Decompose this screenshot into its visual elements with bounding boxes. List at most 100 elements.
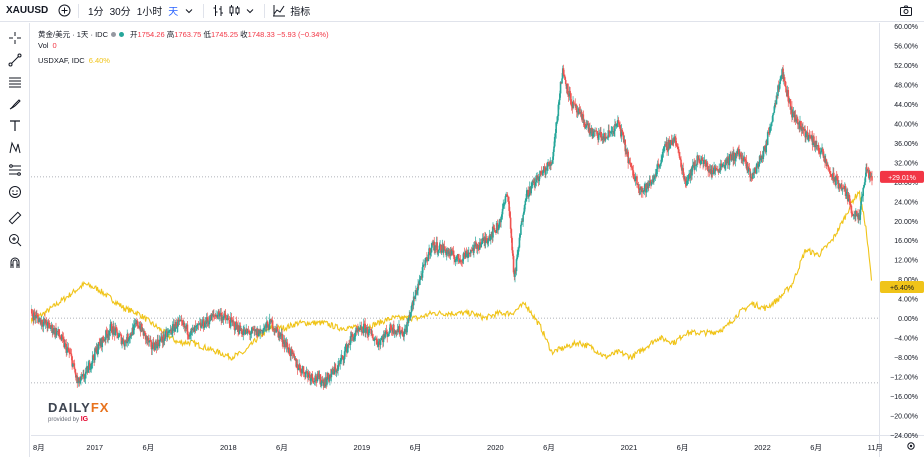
main-series-legend[interactable]: 黄金/美元 · 1天 · IDC 开1754.26 高1763.75 低1745… bbox=[38, 29, 329, 40]
candle-body bbox=[237, 324, 239, 332]
drawing-toolbar bbox=[0, 23, 30, 457]
text-icon[interactable] bbox=[0, 115, 30, 137]
camera-icon[interactable] bbox=[898, 3, 914, 19]
candle-body bbox=[80, 376, 83, 377]
candle-body bbox=[105, 330, 107, 340]
candle-body bbox=[75, 372, 77, 378]
candle-body bbox=[528, 195, 530, 197]
interval-30min-button[interactable]: 30分 bbox=[109, 7, 131, 18]
candle-body bbox=[291, 350, 294, 355]
candle-body bbox=[276, 327, 278, 329]
interval-1hour-button[interactable]: 1小时 bbox=[136, 7, 163, 18]
candle-body bbox=[737, 149, 740, 151]
candle-body bbox=[481, 239, 483, 245]
x-tick-label: 6月 bbox=[410, 443, 422, 452]
candle-body bbox=[309, 375, 311, 381]
indicators-button[interactable]: 指标 bbox=[290, 7, 311, 18]
candle-body bbox=[102, 337, 104, 341]
horizontal-lines-icon[interactable] bbox=[0, 71, 30, 93]
candle-body bbox=[366, 327, 369, 335]
candle-body bbox=[714, 167, 717, 172]
compare-series-legend[interactable]: USDXAF, IDC 6.40% bbox=[38, 55, 329, 66]
candle-body bbox=[512, 250, 514, 256]
chevron-down-icon[interactable] bbox=[242, 3, 258, 19]
dailyfx-watermark: DAILYFX provided by IG bbox=[48, 400, 109, 423]
candle-body bbox=[736, 149, 739, 155]
candle-body bbox=[582, 114, 585, 123]
candle-body bbox=[276, 328, 279, 332]
price-chart[interactable]: 60.00% 56.00% 52.00% 48.00% 44.00% 40.00% 36.0… bbox=[31, 23, 924, 457]
interval-day-button[interactable]: 天 bbox=[168, 7, 179, 18]
candle-body bbox=[624, 139, 627, 152]
candle-body bbox=[319, 374, 322, 385]
candle-body bbox=[860, 196, 863, 202]
candle-body bbox=[567, 83, 569, 95]
candle-body bbox=[436, 242, 438, 253]
candle-body bbox=[820, 151, 823, 153]
candle-body bbox=[150, 341, 153, 350]
gear-center bbox=[909, 444, 913, 448]
candle-body bbox=[327, 372, 330, 378]
y-tick-label: 0.00% bbox=[898, 316, 918, 323]
candle-body bbox=[525, 198, 527, 201]
candle-body bbox=[539, 171, 541, 177]
candle-body bbox=[157, 339, 159, 345]
candle-body bbox=[333, 366, 336, 375]
candle-body bbox=[417, 283, 419, 291]
candle-body bbox=[218, 314, 221, 317]
candle-body bbox=[141, 323, 143, 331]
candle-body bbox=[864, 176, 867, 183]
candle-body bbox=[188, 335, 191, 337]
candle-body bbox=[58, 329, 60, 335]
measure-lines-icon[interactable] bbox=[0, 159, 30, 181]
candle-body bbox=[550, 162, 552, 165]
candle-body bbox=[596, 131, 599, 137]
candle-body bbox=[418, 280, 421, 285]
candle-body bbox=[326, 379, 328, 385]
candle-body bbox=[263, 328, 265, 330]
candle-body bbox=[387, 333, 390, 335]
y-tick-label: −20.00% bbox=[890, 414, 918, 421]
candle-body bbox=[90, 363, 93, 369]
candle-body bbox=[780, 76, 782, 79]
candle-body bbox=[313, 381, 316, 382]
interval-1min-button[interactable]: 1分 bbox=[88, 7, 104, 18]
candle-body bbox=[45, 320, 48, 326]
symbol-label[interactable]: XAUUSD bbox=[6, 5, 49, 16]
candle-body bbox=[851, 213, 853, 215]
settings-gear-icon[interactable] bbox=[907, 442, 915, 450]
candle-body bbox=[512, 255, 515, 273]
zoom-in-icon[interactable] bbox=[0, 229, 30, 251]
candle-body bbox=[64, 343, 67, 344]
y-tick-label: 20.00% bbox=[894, 219, 918, 226]
volume-legend[interactable]: Vol 0 bbox=[38, 40, 329, 51]
add-symbol-icon[interactable] bbox=[56, 3, 72, 19]
pattern-icon[interactable] bbox=[0, 137, 30, 159]
candle-body bbox=[388, 332, 391, 334]
candle-body bbox=[401, 330, 404, 337]
candle-body bbox=[71, 356, 73, 367]
candle-body bbox=[321, 379, 323, 383]
candle-body bbox=[118, 334, 120, 338]
candle-body bbox=[249, 332, 251, 335]
candle-body bbox=[136, 320, 139, 326]
candle-body bbox=[780, 74, 783, 77]
crosshair-icon[interactable] bbox=[0, 27, 30, 49]
candle-body bbox=[101, 337, 104, 348]
ruler-icon[interactable] bbox=[0, 207, 30, 229]
candle-style-icon[interactable] bbox=[226, 3, 242, 19]
candle-body bbox=[210, 314, 213, 321]
candle-body bbox=[296, 363, 299, 370]
candle-body bbox=[525, 190, 528, 199]
chevron-down-icon[interactable] bbox=[181, 3, 197, 19]
candle-body bbox=[312, 378, 314, 382]
brush-icon[interactable] bbox=[0, 93, 30, 115]
candle-body bbox=[492, 226, 494, 238]
magnet-icon[interactable] bbox=[0, 251, 30, 273]
candle-body bbox=[440, 250, 443, 253]
indicators-icon[interactable] bbox=[271, 3, 287, 19]
trend-line-icon[interactable] bbox=[0, 49, 30, 71]
bar-style-icon[interactable] bbox=[210, 3, 226, 19]
candle-body bbox=[452, 250, 455, 256]
emoji-icon[interactable] bbox=[0, 181, 30, 203]
